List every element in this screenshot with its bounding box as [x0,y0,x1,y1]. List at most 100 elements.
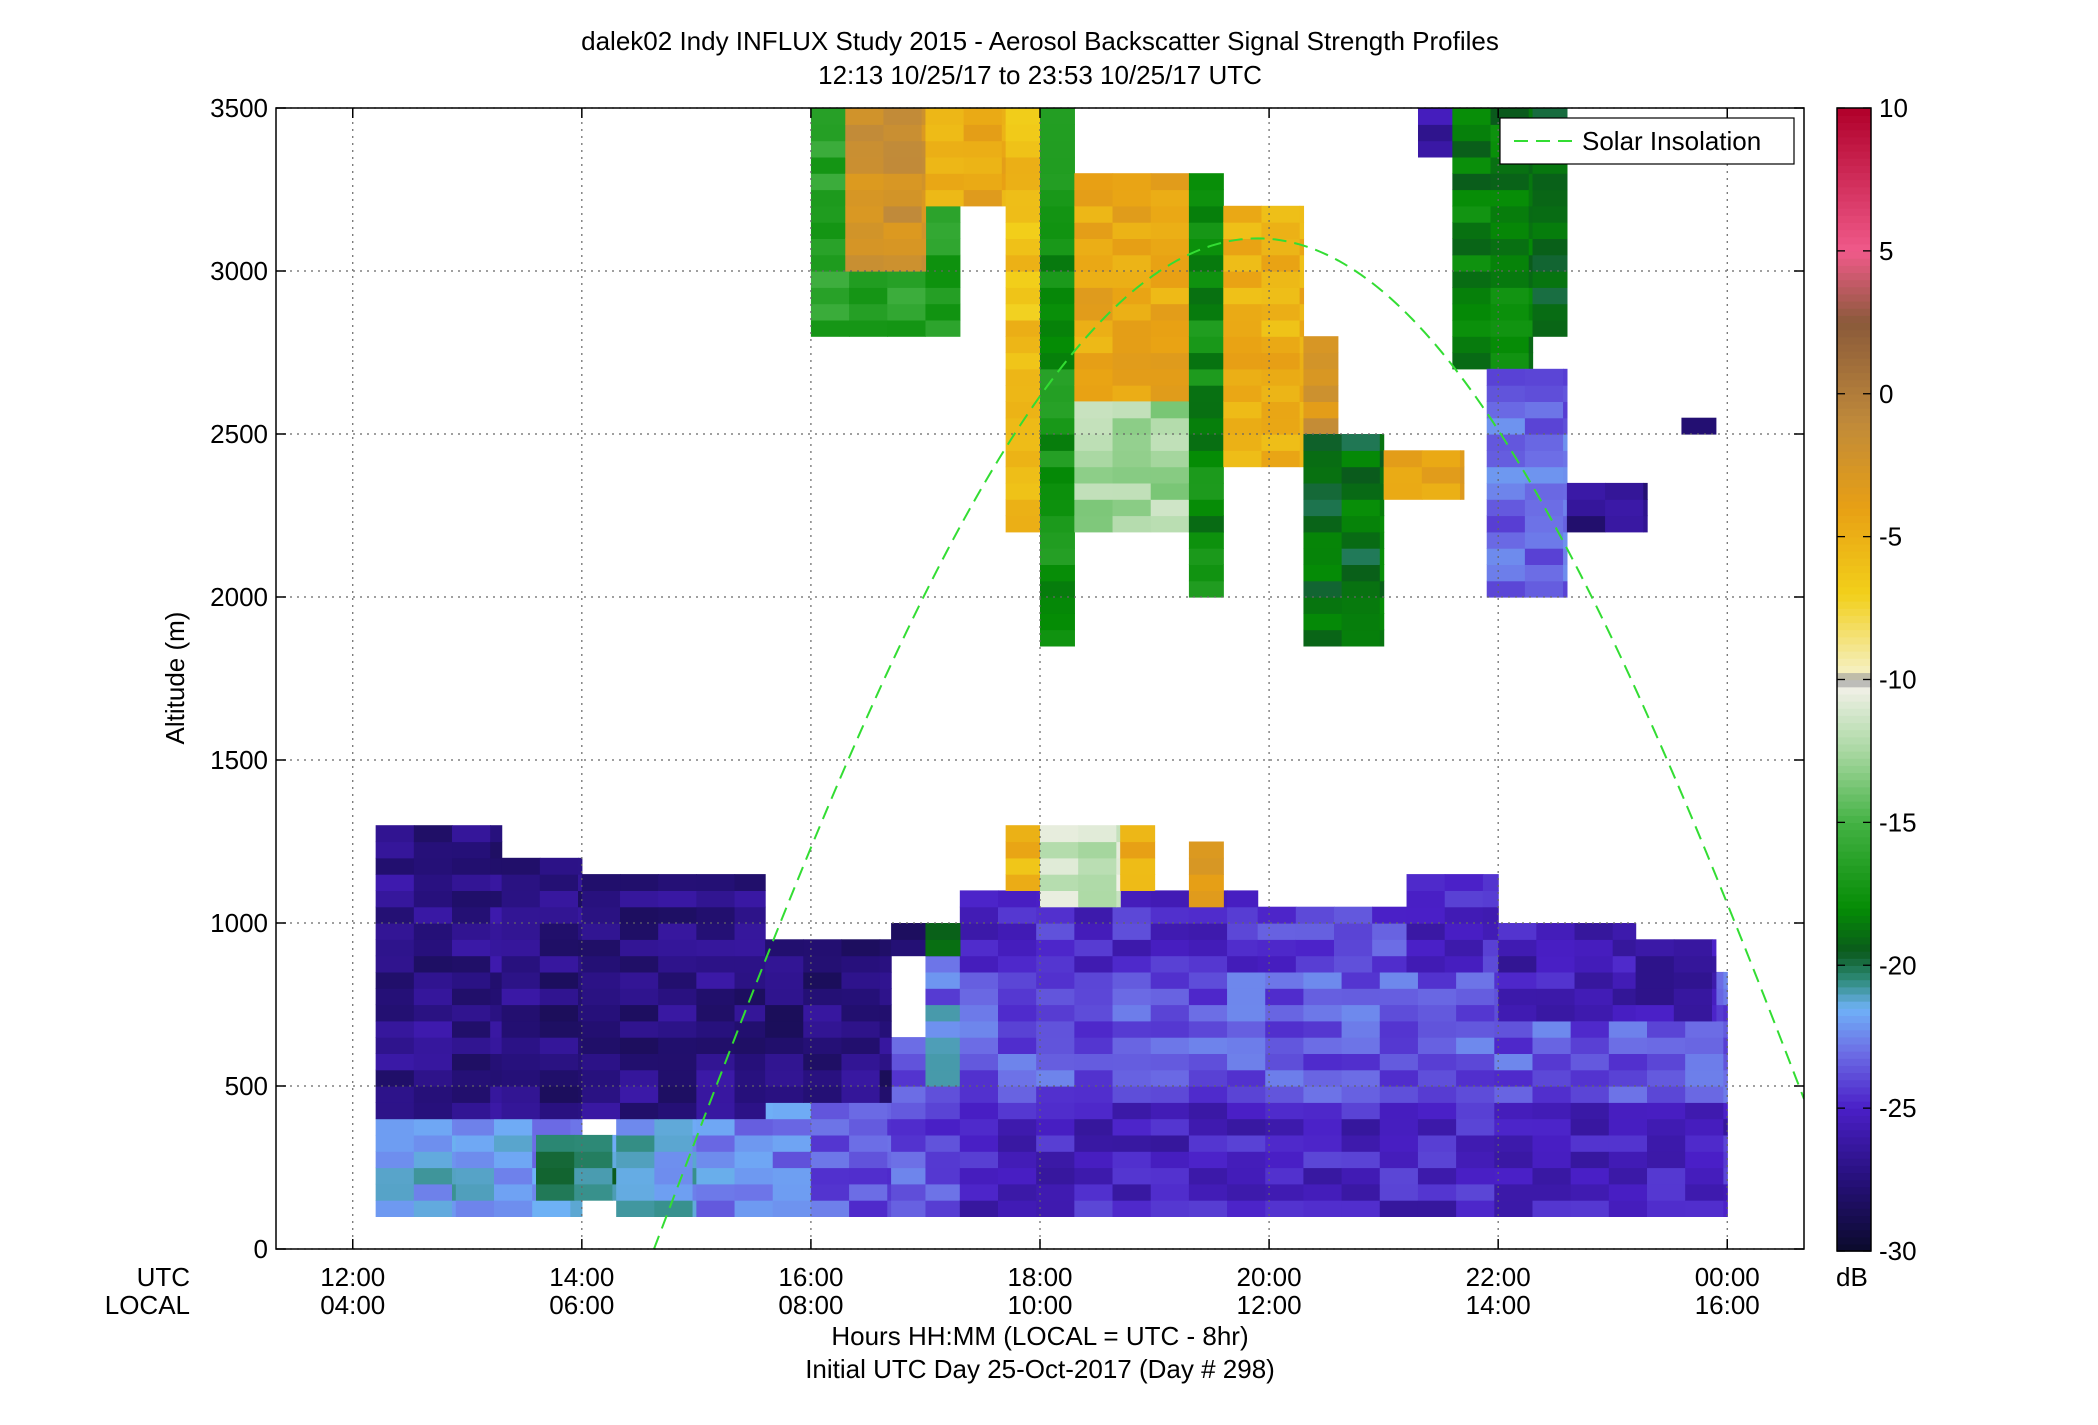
heatmap-cell [891,1086,927,1103]
heatmap-cell [810,1200,850,1217]
heatmap-cell [539,1053,579,1071]
heatmap-cell [1723,1020,1728,1038]
heatmap-cell [1299,287,1305,305]
colorbar-segment [1837,1186,1871,1195]
heatmap-cell [1532,1118,1572,1136]
heatmap-cell [1456,1004,1495,1022]
heatmap-cell [1417,971,1457,989]
heatmap-cell [658,1037,697,1054]
heatmap-cell [1303,971,1343,989]
heatmap-cell [1040,564,1075,582]
heatmap-cell [1528,303,1534,321]
heatmap-cell [734,971,766,989]
heatmap-cell [1116,857,1121,875]
heatmap-cell [891,1053,927,1071]
heatmap-cell [696,874,736,891]
heatmap-cell [803,1037,843,1054]
heatmap-cell [1482,890,1499,908]
heatmap-cell [616,1151,655,1169]
heatmap-cell [734,874,766,891]
colorbar-segment [1837,893,1871,902]
heatmap-cell [1265,1053,1305,1071]
heatmap-cell [1005,857,1041,875]
heatmap-cell [1150,1020,1190,1038]
heatmap-cell [1150,303,1190,321]
heatmap-cell [1299,205,1305,223]
heatmap-cell [1261,450,1301,468]
heatmap-cell [494,1167,533,1185]
heatmap-cell [375,1118,415,1136]
heatmap-cell [1452,254,1492,272]
heatmap-cell [1379,580,1385,598]
heatmap-cell [1299,222,1305,239]
heatmap-cell [413,857,453,875]
heatmap-cell [1005,156,1041,174]
colorbar-segment [1837,808,1871,816]
heatmap-cell [1150,1004,1190,1022]
heatmap-cell [616,1183,655,1201]
heatmap-cell [1188,1200,1228,1217]
heatmap-cell [1486,580,1526,598]
heatmap-cell [1005,108,1041,125]
heatmap-cell [1227,1020,1266,1038]
heatmap-cell [1494,1053,1534,1071]
heatmap-cell [879,1053,892,1071]
heatmap-cell [883,156,923,174]
colorbar-segment [1837,479,1871,488]
heatmap-cell [1524,548,1564,565]
heatmap-cell [1188,287,1224,305]
heatmap-cell [959,1004,999,1022]
heatmap-cell [1074,287,1114,305]
heatmap-cell [1223,450,1263,468]
heatmap-cell [1524,385,1564,402]
heatmap-cell [1223,401,1263,419]
heatmap-cell [883,238,923,256]
heatmap-cell [1074,971,1114,989]
heatmap-cell [616,1167,655,1185]
heatmap-cell [1379,1020,1419,1038]
heatmap-cell [921,205,927,223]
heatmap-cell [1482,923,1499,940]
heatmap-cell [1685,1086,1724,1103]
heatmap-cell [883,124,923,142]
heatmap-cell [1452,319,1492,337]
heatmap-cell [1532,1037,1572,1054]
heatmap-cell [925,189,965,207]
heatmap-cell [1303,1118,1343,1136]
heatmap-cell [925,988,961,1006]
heatmap-cell [574,1183,613,1201]
heatmap-cell [1188,857,1224,875]
colorbar-segment [1837,729,1871,738]
heatmap-cell [810,1118,850,1136]
colorbar-segment [1837,1243,1871,1252]
colorbar-segment [1837,1000,1871,1009]
heatmap-cell [849,303,888,321]
heatmap-cell [1647,1053,1686,1071]
heatmap-cell [658,1086,697,1103]
heatmap-cell [1227,1200,1266,1217]
heatmap-cell [413,1167,453,1185]
heatmap-cell [845,156,885,174]
heatmap-cell [998,890,1037,908]
heatmap-cell [879,1069,892,1087]
heatmap-cell [1379,629,1385,647]
heatmap-cell [1040,156,1075,174]
heatmap-cell [494,1151,533,1169]
colorbar-segment [1837,150,1871,159]
heatmap-cell [1528,254,1534,272]
colorbar-segment [1837,1150,1871,1159]
heatmap-cell [1563,434,1568,451]
heatmap-cell [581,923,621,940]
heatmap-cell [1261,336,1301,354]
heatmap-cell [1188,1069,1228,1087]
heatmap-cell [1040,434,1075,451]
colorbar-segment [1837,343,1871,352]
heatmap-cell [963,189,1003,207]
heatmap-cell [581,1053,621,1071]
heatmap-cell [1303,988,1343,1006]
heatmap-cell [1341,564,1381,582]
heatmap-cell [375,955,415,973]
heatmap-cell [1459,450,1465,468]
heatmap-cell [696,1134,736,1152]
heatmap-cell [1040,222,1075,239]
